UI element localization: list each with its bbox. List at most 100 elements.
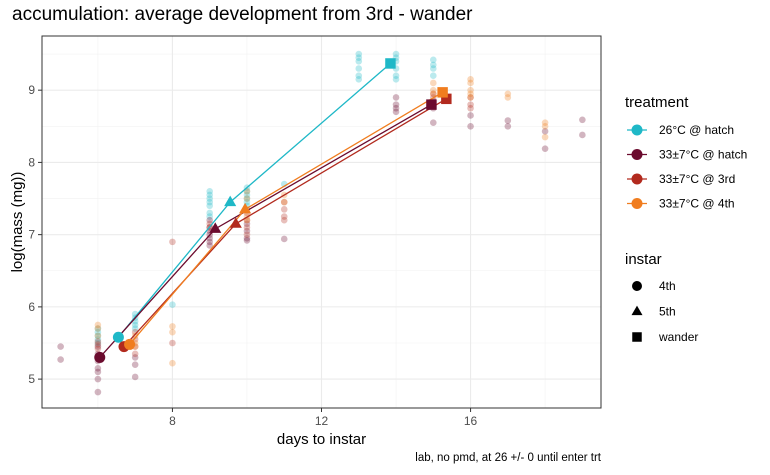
data-point [94,339,102,347]
data-point [169,301,176,309]
mean-marker [229,217,242,228]
data-point [94,364,102,372]
data-point [131,354,139,361]
data-point [206,216,213,224]
y-tick-label: 7 [28,228,35,242]
legend-label: 33±7°C @ hatch [659,148,747,162]
data-point [206,213,213,220]
data-point [57,343,64,350]
data-point [467,122,474,130]
legend: treatment 26°C @ hatch 33±7°C @ hatch 33±7°… [625,94,747,344]
data-point [206,202,213,210]
data-point [467,104,474,112]
data-point [541,128,549,135]
data-point [243,237,251,244]
y-tick-label: 5 [28,372,35,386]
data-point [430,86,437,94]
mean-marker [426,99,437,110]
data-point [430,61,437,69]
data-point [579,116,586,124]
legend-key-marker [631,173,643,185]
data-point [131,332,139,340]
data-point [94,328,102,336]
data-point [206,198,213,206]
legend-title-instar: instar [625,251,662,268]
data-point [541,133,549,141]
data-point [94,325,102,332]
legend-label: wander [658,330,698,344]
mean-marker [94,351,106,363]
legend-shape-marker [631,305,643,316]
legend-key-marker [631,149,643,160]
data-point [131,321,139,329]
data-point [392,94,400,101]
x-tick-label: 8 [169,414,176,428]
data-point [94,368,102,376]
data-point [430,79,437,87]
legend-title-treatment: treatment [625,94,689,111]
data-point [94,332,102,340]
mean-marker [441,93,452,105]
data-point [94,343,102,350]
mean-marker [437,87,448,98]
data-point [504,94,512,101]
data-point [169,359,176,367]
data-point [206,188,213,195]
y-tick-label: 9 [28,83,35,97]
data-point [280,198,288,206]
data-point [280,206,288,213]
x-tick-label: 12 [315,414,329,428]
data-point [504,90,512,98]
legend-label: 26°C @ hatch [659,123,734,137]
data-point [131,373,139,381]
mean-marker [112,331,124,343]
axis-ticks: 8 12 16 5 6 7 8 9 [28,83,477,428]
data-point [355,50,363,58]
data-point [355,76,363,83]
y-axis-title: log(mass (mg)) [9,172,26,273]
legend-label: 33±7°C @ 3rd [659,172,735,186]
data-point [355,54,363,61]
data-point [131,350,139,358]
data-point [392,50,400,58]
data-point [94,338,102,345]
data-point [94,332,102,340]
data-point [169,339,176,347]
data-point [243,220,251,228]
data-point [504,117,512,124]
data-point [206,195,213,202]
data-point [57,356,64,363]
legend-label: 5th [659,305,676,319]
data-point [94,375,102,383]
data-point [355,65,363,72]
legend-shape-marker [632,332,642,342]
data-point [280,235,288,243]
data-point [169,328,176,336]
data-point [243,234,251,242]
data-point [430,119,437,126]
data-point [467,112,474,119]
data-point [579,131,586,139]
data-point [280,216,288,224]
data-point [467,79,474,87]
data-point [169,238,176,246]
data-point [94,336,102,343]
mean-marker [124,338,136,350]
mean-marker [385,58,396,69]
y-tick-label: 6 [28,300,35,314]
plot-panel [41,35,602,409]
data-point [94,345,102,353]
data-point [392,104,400,112]
data-point [206,238,213,246]
data-point [504,122,512,130]
data-point [467,90,474,98]
data-point [206,191,213,199]
data-point [430,65,437,72]
x-tick-label: 16 [464,414,478,428]
data-point [392,108,400,116]
data-point [430,90,437,98]
mean-marker [209,222,222,233]
data-point [131,361,139,368]
data-point [243,227,251,235]
data-point [243,231,251,238]
